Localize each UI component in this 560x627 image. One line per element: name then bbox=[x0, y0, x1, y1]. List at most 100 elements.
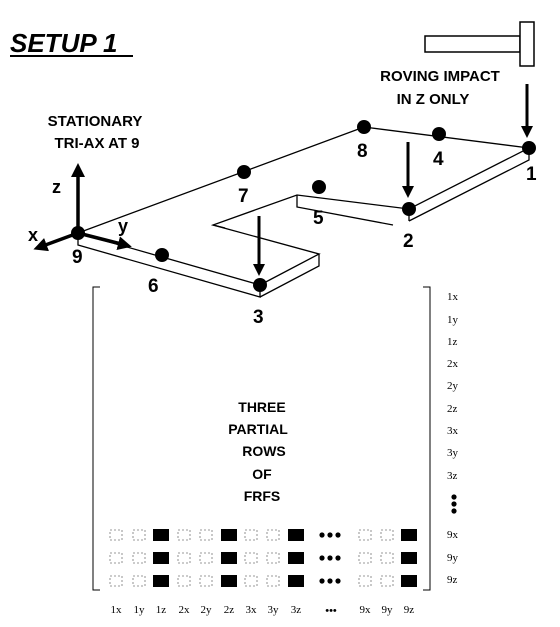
matrix-text-line1: THREE bbox=[238, 399, 285, 415]
frf-cell-empty bbox=[199, 575, 213, 587]
hammer-icon bbox=[424, 21, 535, 67]
row-label: 2z bbox=[447, 403, 458, 415]
row-ellipsis-dot bbox=[319, 578, 325, 584]
row-ellipsis-dot bbox=[319, 532, 325, 538]
frf-cell-measured bbox=[221, 529, 237, 541]
row-label: 3y bbox=[447, 447, 459, 459]
frf-cell-empty bbox=[358, 529, 372, 541]
point-8-marker bbox=[357, 120, 371, 134]
row-label: 9x bbox=[447, 529, 459, 541]
point-5-label: 5 bbox=[313, 208, 324, 229]
frf-cell-empty bbox=[380, 575, 394, 587]
matrix-text-line4: OF bbox=[252, 466, 272, 482]
frf-cell-empty bbox=[266, 552, 280, 564]
z-axis-label: z bbox=[52, 177, 61, 197]
row-label: 2x bbox=[447, 358, 459, 370]
point-8-label: 8 bbox=[357, 141, 368, 162]
column-label: 2x bbox=[179, 604, 191, 616]
point-3-label: 3 bbox=[253, 307, 264, 328]
frf-cell-empty bbox=[109, 575, 123, 587]
frf-cell-empty bbox=[244, 575, 258, 587]
frf-cell-measured bbox=[221, 552, 237, 564]
frf-cell-empty bbox=[177, 552, 191, 564]
column-label: 2y bbox=[201, 604, 213, 616]
frf-cell-measured bbox=[221, 575, 237, 587]
column-label: 1y bbox=[134, 604, 146, 616]
matrix-left-bracket bbox=[92, 286, 100, 591]
x-axis-arrow bbox=[33, 231, 79, 252]
matrix-text-line3: ROWS bbox=[242, 443, 286, 459]
frf-cell-empty bbox=[244, 552, 258, 564]
frf-cell-empty bbox=[380, 529, 394, 541]
y-axis-arrow bbox=[77, 231, 132, 251]
point-2-label: 2 bbox=[403, 231, 414, 252]
frf-cell-measured bbox=[401, 529, 417, 541]
row-ellipsis-dot bbox=[335, 578, 341, 584]
matrix-text-line5: FRFS bbox=[244, 488, 281, 504]
roving-impact-label: ROVING IMPACT bbox=[380, 68, 500, 85]
frf-matrix-cells bbox=[109, 529, 417, 587]
stationary-triax-label: STATIONARY bbox=[48, 113, 143, 130]
column-label: 3x bbox=[246, 604, 258, 616]
measurement-points bbox=[71, 120, 536, 292]
frf-cell-measured bbox=[153, 552, 169, 564]
point-2-marker bbox=[402, 202, 416, 216]
frf-cell-empty bbox=[199, 552, 213, 564]
setup-title: SETUP 1 bbox=[10, 28, 117, 58]
row-label: 3x bbox=[447, 425, 459, 437]
frf-cell-empty bbox=[109, 552, 123, 564]
point-9-label: 9 bbox=[72, 247, 83, 268]
row-label: 3z bbox=[447, 470, 458, 482]
row-ellipsis-dot bbox=[327, 555, 333, 561]
frf-cell-empty bbox=[132, 575, 146, 587]
frf-cell-measured bbox=[401, 552, 417, 564]
frf-cell-empty bbox=[266, 575, 280, 587]
point-7-marker bbox=[237, 165, 251, 179]
frf-cell-measured bbox=[153, 529, 169, 541]
row-label: 1x bbox=[447, 291, 459, 303]
frf-cell-empty bbox=[380, 552, 394, 564]
row-ellipsis-dot bbox=[327, 578, 333, 584]
column-ellipsis: ••• bbox=[325, 605, 337, 617]
frf-cell-empty bbox=[358, 575, 372, 587]
column-label: 1z bbox=[156, 604, 167, 616]
triax-axes bbox=[33, 163, 132, 252]
row-label: 9y bbox=[447, 552, 459, 564]
stationary-triax-label-line2: TRI-AX AT 9 bbox=[55, 135, 140, 152]
frf-cell-measured bbox=[153, 575, 169, 587]
frf-cell-empty bbox=[132, 529, 146, 541]
y-axis-label: y bbox=[118, 216, 128, 236]
column-labels: 1x 1y 1z 2x 2y 2z 3x 3y 3z ••• 9x 9y 9z bbox=[111, 604, 415, 617]
frf-cell-empty bbox=[177, 529, 191, 541]
frf-cell-empty bbox=[244, 529, 258, 541]
row-label: 1z bbox=[447, 336, 458, 348]
point-6-label: 6 bbox=[148, 276, 159, 297]
point-4-marker bbox=[432, 127, 446, 141]
roving-impact-label-line2: IN Z ONLY bbox=[397, 91, 470, 108]
frf-cell-measured bbox=[288, 552, 304, 564]
frf-cell-empty bbox=[177, 575, 191, 587]
column-label: 9x bbox=[360, 604, 372, 616]
frf-cell-empty bbox=[132, 552, 146, 564]
point-6-marker bbox=[155, 248, 169, 262]
point-7-label: 7 bbox=[238, 186, 249, 207]
vertical-ellipsis bbox=[451, 494, 457, 514]
x-axis-label: x bbox=[28, 225, 38, 245]
frf-cell-measured bbox=[288, 575, 304, 587]
frf-cell-empty bbox=[358, 552, 372, 564]
row-ellipsis-dot bbox=[327, 532, 333, 538]
column-label: 3y bbox=[268, 604, 280, 616]
row-ellipsis-dot bbox=[335, 532, 341, 538]
frf-cell-measured bbox=[288, 529, 304, 541]
frf-cell-empty bbox=[199, 529, 213, 541]
point-3-marker bbox=[253, 278, 267, 292]
row-labels: 1x 1y 1z 2x 2y 2z 3x 3y 3z 9x 9y 9z bbox=[447, 291, 459, 586]
row-label: 2y bbox=[447, 380, 459, 392]
frf-cell-empty bbox=[109, 529, 123, 541]
row-label: 1y bbox=[447, 314, 459, 326]
point-5-marker bbox=[312, 180, 326, 194]
plate-outline bbox=[77, 126, 532, 298]
matrix-right-bracket bbox=[423, 286, 431, 591]
frf-cell-measured bbox=[401, 575, 417, 587]
